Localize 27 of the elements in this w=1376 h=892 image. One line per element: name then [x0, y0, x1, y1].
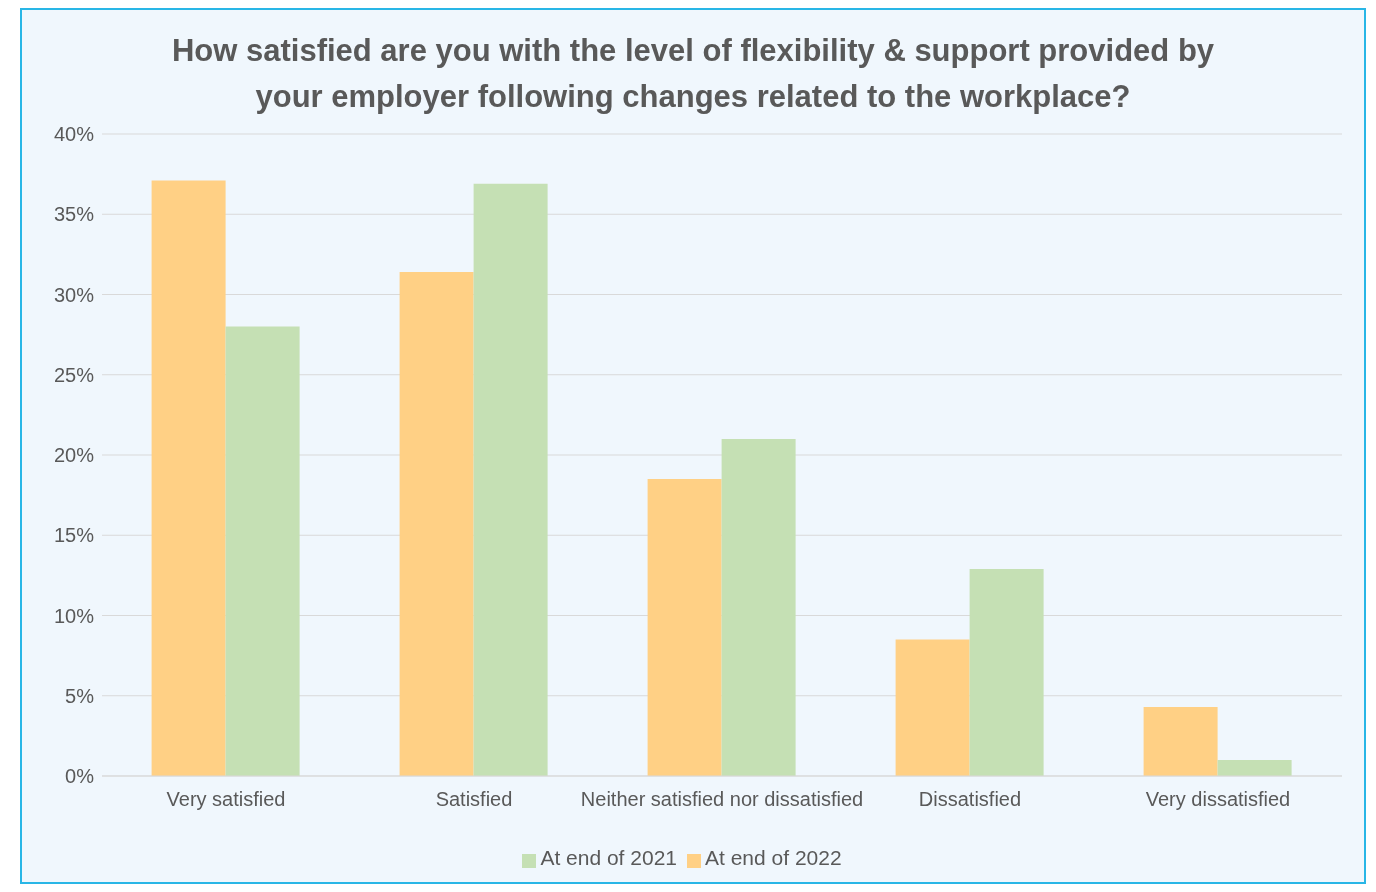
- bar: [721, 438, 796, 776]
- y-tick-label: 30%: [53, 283, 95, 306]
- bar: [895, 639, 970, 776]
- y-tick-label: 25%: [53, 363, 95, 386]
- bar: [647, 479, 722, 776]
- bar: [473, 183, 548, 776]
- y-tick-label: 10%: [53, 604, 95, 627]
- bar: [1143, 706, 1218, 776]
- bar: [969, 568, 1044, 776]
- chart-title: How satisfied are you with the level of flexibility & support provided by your employer following changes related to the workplace?: [170, 32, 1216, 116]
- y-tick-label: 35%: [53, 203, 95, 226]
- y-tick-label: 0%: [65, 765, 95, 788]
- bar: [151, 180, 226, 776]
- x-tick-label: Satisfied: [435, 788, 513, 811]
- legend-label: At end of 2021: [540, 846, 677, 869]
- bar: [399, 272, 474, 776]
- y-tick-label: 5%: [65, 684, 95, 707]
- y-tick-label: 40%: [53, 123, 95, 146]
- x-tick-label: Dissatisfied: [918, 788, 1022, 811]
- bar: [225, 326, 300, 776]
- x-tick-label: Neither satisfied nor dissatisfied: [580, 788, 864, 811]
- y-tick-label: 15%: [53, 524, 95, 547]
- legend-label: At end of 2022: [705, 846, 842, 869]
- x-tick-label: Very dissatisfied: [1145, 788, 1291, 811]
- bar: [1217, 759, 1292, 776]
- y-tick-label: 20%: [53, 444, 95, 467]
- x-tick-label: Very satisfied: [166, 788, 286, 811]
